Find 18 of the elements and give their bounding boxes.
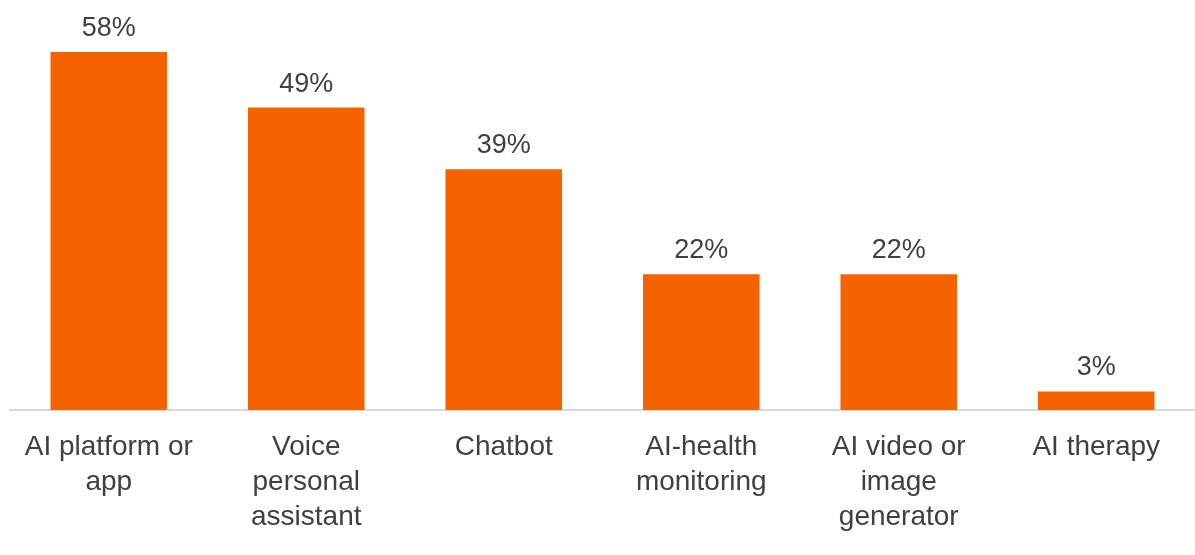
bar <box>247 107 365 410</box>
x-tick-label: AI-health monitoring <box>635 430 767 497</box>
x-tick-label: Voice personal assistant <box>251 430 362 532</box>
x-tick-label: AI platform or app <box>24 430 193 497</box>
bar <box>1037 391 1155 410</box>
bar <box>50 52 168 410</box>
data-label: 22% <box>674 234 729 265</box>
data-label: 39% <box>476 129 531 160</box>
x-tick-label: Chatbot <box>454 430 553 462</box>
x-tick-label: AI video or image generator <box>831 430 966 532</box>
bar <box>642 274 760 410</box>
data-label: 22% <box>871 234 926 265</box>
data-label: 58% <box>81 11 136 42</box>
data-label: 3% <box>1076 351 1116 382</box>
data-label: 49% <box>279 67 334 98</box>
bar <box>840 274 958 410</box>
x-tick-label: AI therapy <box>1032 430 1161 462</box>
bar <box>445 169 563 410</box>
